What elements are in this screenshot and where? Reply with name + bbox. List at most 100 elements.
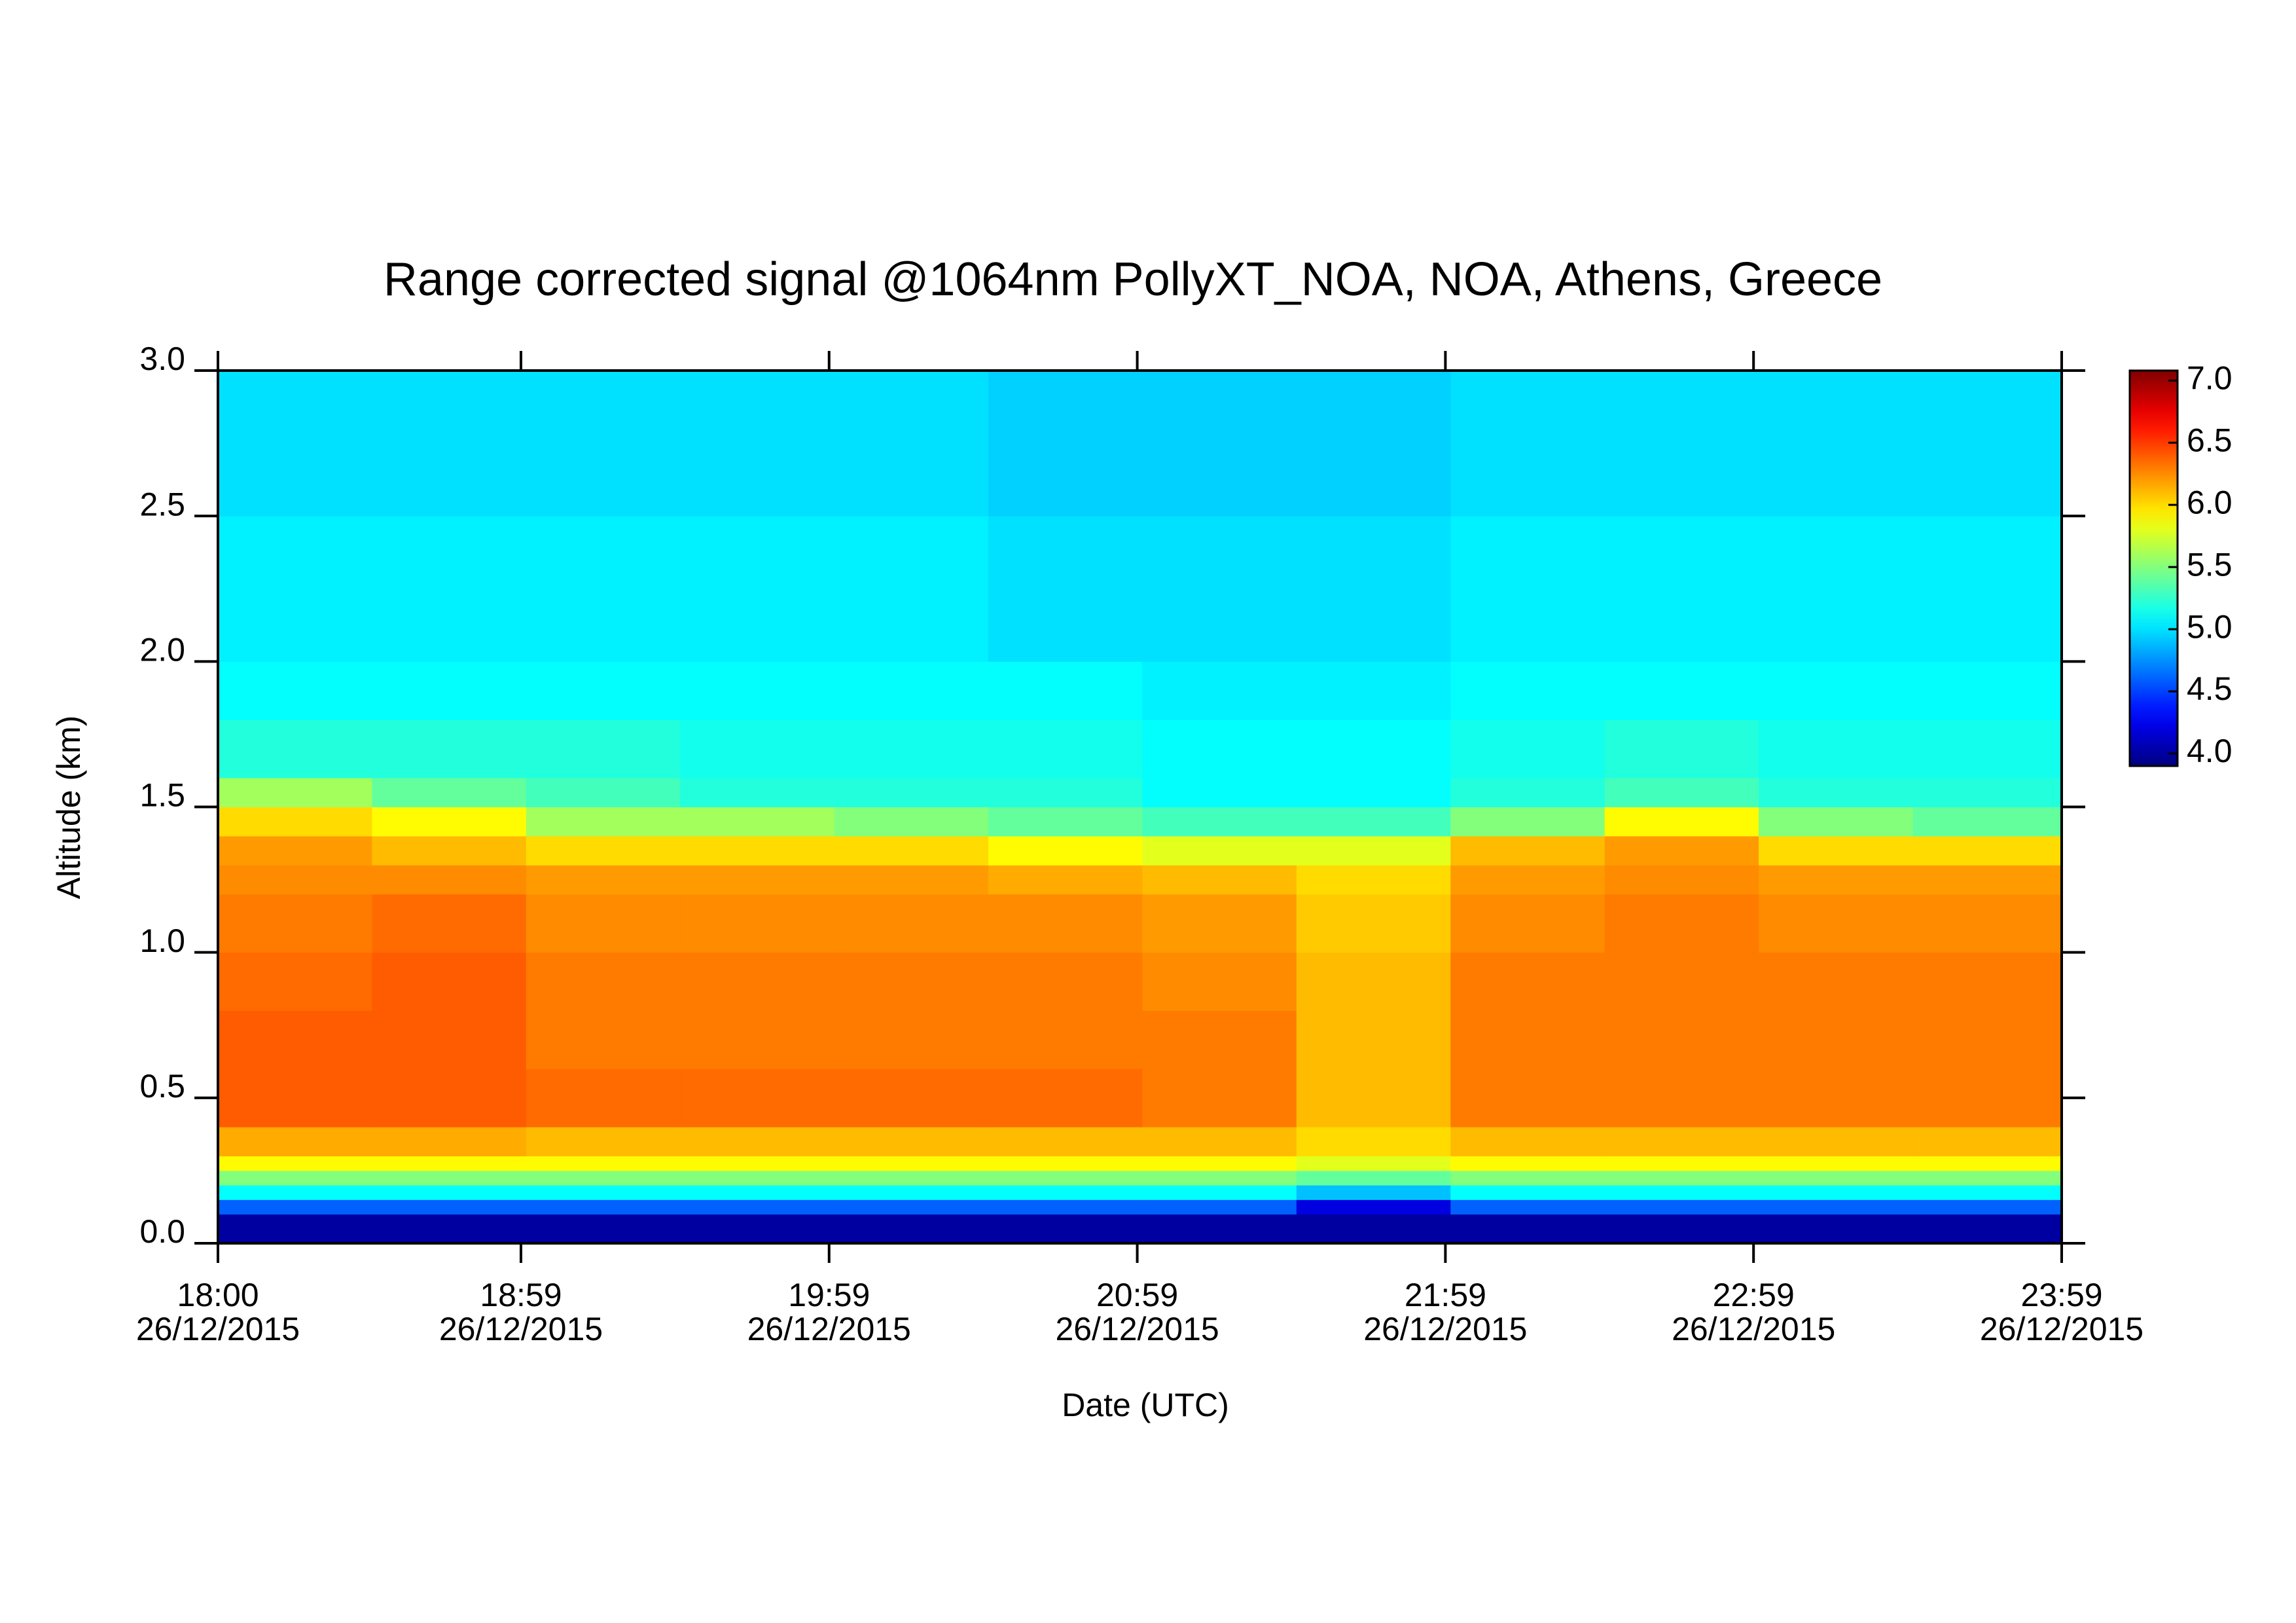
heatmap-cell (834, 516, 989, 662)
heatmap-cell (1296, 894, 1451, 953)
heatmap-cell (988, 835, 1143, 866)
heatmap-cell (526, 1010, 681, 1069)
heatmap-cell (1296, 1185, 1451, 1200)
heatmap-cell (526, 807, 681, 837)
heatmap-cell (1450, 720, 1605, 778)
heatmap-cell (1604, 1156, 1759, 1171)
heatmap-cell (1912, 1199, 2062, 1215)
y-tick-label: 2.0 (139, 632, 185, 668)
heatmap-cell (218, 894, 372, 953)
heatmap-cell (1759, 778, 1913, 807)
heatmap-cell (834, 952, 989, 1012)
heatmap-cell (218, 516, 372, 662)
heatmap-cell (1142, 1170, 1297, 1186)
heatmap-cell (680, 720, 835, 778)
heatmap-cell (680, 516, 835, 662)
heatmap-cell (680, 1170, 835, 1186)
heatmap-cell (1142, 952, 1297, 1012)
heatmap-cell (1142, 1068, 1297, 1127)
heatmap-cell (680, 1010, 835, 1069)
heatmap-cell (1296, 371, 1451, 517)
heatmap-cell (1142, 835, 1297, 866)
heatmap-cell (1912, 516, 2062, 662)
heatmap-cell (1759, 835, 1913, 866)
heatmap-cell (1450, 1010, 1605, 1069)
x-tick-label: 22:59 26/12/2015 (1672, 1277, 1835, 1347)
heatmap-cell (372, 835, 527, 866)
heatmap-cell (1912, 1185, 2062, 1200)
heatmap-cell (218, 1170, 372, 1186)
heatmap-cell (218, 1127, 372, 1157)
heatmap-cell (372, 1185, 527, 1200)
heatmap-cell (218, 865, 372, 895)
x-tick-label: 21:59 26/12/2015 (1363, 1277, 1527, 1347)
heatmap-cell (680, 1199, 835, 1215)
heatmap-cell (1296, 1156, 1451, 1171)
heatmap-cell (526, 894, 681, 953)
heatmap-cell (1604, 516, 1759, 662)
heatmap-cell (1759, 1185, 1913, 1200)
heatmap-cell (372, 865, 527, 895)
heatmap-cell (1450, 661, 1605, 720)
heatmap-cell (680, 1127, 835, 1157)
heatmap-cell (1759, 1010, 1913, 1069)
heatmap-cell (988, 1170, 1143, 1186)
heatmap-cell (834, 835, 989, 866)
heatmap-cell (1912, 1156, 2062, 1171)
heatmap-cell (1450, 371, 1605, 517)
heatmap-cell (1604, 1068, 1759, 1127)
heatmap-cell (1142, 1127, 1297, 1157)
heatmap-cell (1296, 1127, 1451, 1157)
heatmap-cell (1604, 1199, 1759, 1215)
heatmap-cell (680, 1156, 835, 1171)
heatmap-cell (372, 807, 527, 837)
heatmap-cell (988, 778, 1143, 807)
heatmap-cell (1142, 661, 1297, 720)
heatmap-cell (1142, 1199, 1297, 1215)
heatmap-cell (372, 1214, 527, 1244)
heatmap-cell (1759, 371, 1913, 517)
heatmap-cell (834, 1156, 989, 1171)
heatmap-cell (1912, 1214, 2062, 1244)
heatmap-cell (1912, 661, 2062, 720)
heatmap-cell (1604, 1170, 1759, 1186)
heatmap-cell (526, 516, 681, 662)
heatmap-cell (526, 1068, 681, 1127)
heatmap-cell (1604, 952, 1759, 1012)
heatmap-cell (1142, 516, 1297, 662)
heatmap-cell (1296, 661, 1451, 720)
heatmap-cell (1296, 778, 1451, 807)
heatmap-cell (218, 835, 372, 866)
colorbar-tick-label: 4.5 (2187, 670, 2233, 707)
heatmap-cell (1604, 835, 1759, 866)
heatmap-cell (1450, 1185, 1605, 1200)
heatmap-cell (680, 952, 835, 1012)
heatmap-cell (1604, 1185, 1759, 1200)
heatmap-cell (218, 371, 372, 517)
heatmap-cell (1450, 1156, 1605, 1171)
heatmap-cell (834, 894, 989, 953)
heatmap-cell (1604, 661, 1759, 720)
heatmap-cell (1296, 1199, 1451, 1215)
heatmap-cell (218, 1010, 372, 1069)
heatmap-cell (526, 720, 681, 778)
colorbar-tick-label: 4.0 (2187, 733, 2233, 769)
heatmap-cell (1912, 1170, 2062, 1186)
heatmap-cell (1142, 1010, 1297, 1069)
heatmap-cell (526, 1156, 681, 1171)
heatmap-cell (218, 1199, 372, 1215)
heatmap-cell (1604, 1010, 1759, 1069)
heatmap-cell (1450, 1127, 1605, 1157)
heatmap-cell (1296, 835, 1451, 866)
heatmap-cell (526, 1199, 681, 1215)
heatmap-cell (680, 807, 835, 837)
heatmap-cell (834, 1199, 989, 1215)
heatmap-cell (218, 1156, 372, 1171)
heatmap-cell (988, 1214, 1143, 1244)
heatmap-cell (1450, 1068, 1605, 1127)
heatmap-cell (372, 1010, 527, 1069)
x-axis-label: Date (UTC) (1062, 1387, 1229, 1423)
heatmap-cell (680, 1185, 835, 1200)
y-tick-label: 0.0 (139, 1213, 185, 1250)
heatmap-cell (1142, 865, 1297, 895)
